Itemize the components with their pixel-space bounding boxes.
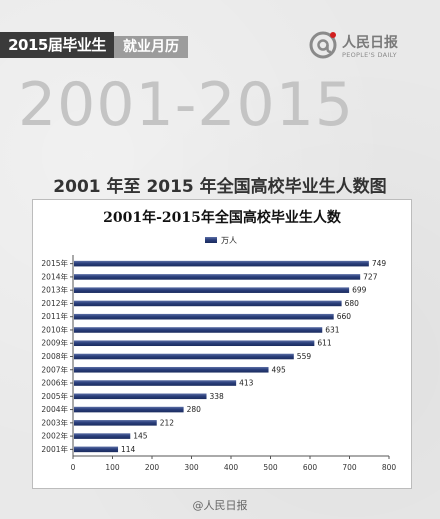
bar [74,313,334,320]
x-tick-label: 800 [382,463,397,472]
data-label: 749 [372,259,387,268]
bar [74,393,207,400]
x-tick-label: 0 [71,463,76,472]
peoples-daily-logo: 人民日报 PEOPLE'S DAILY [308,26,432,66]
bar [74,260,369,267]
y-tick-label: 2001年 [41,444,68,454]
x-tick-label: 400 [224,463,239,472]
column-tag: 就业月历 [114,36,188,58]
x-tick-label: 600 [303,463,318,472]
y-tick-label: 2015年 [41,258,68,268]
legend-label: 万人 [221,236,237,245]
y-tick-label: 2006年 [41,378,68,388]
footer-credit: @人民日报 [192,499,248,512]
x-tick-label: 200 [145,463,160,472]
legend-swatch [205,237,217,243]
data-label: 212 [160,418,175,427]
series-tag: 2015届毕业生 [0,32,114,58]
y-tick-label: 2007年 [41,364,68,374]
bar [74,340,315,347]
y-tick-label: 2003年 [41,417,68,427]
bar [74,353,294,360]
y-tick-label: 2010年 [41,324,68,334]
data-label: 699 [352,286,367,295]
x-tick-label: 700 [342,463,357,472]
logo-subtitle: PEOPLE'S DAILY [342,51,397,59]
bar [74,446,119,453]
bar [74,380,237,386]
bar [74,420,157,426]
y-tick-label: 2005年 [41,391,68,401]
data-label: 495 [272,365,287,374]
chart-title: 2001年-2015年全国高校毕业生人数 [103,209,342,226]
y-tick-label: 2012年 [41,298,68,308]
data-label: 611 [317,339,332,348]
bar [74,406,184,413]
bar [74,274,361,280]
y-tick-label: 2009年 [41,338,68,348]
data-label: 631 [325,325,340,334]
big-years-title: 2001-2015 [18,70,355,140]
y-tick-label: 2013年 [41,285,68,295]
data-label: 559 [297,352,312,361]
data-label: 114 [121,445,136,454]
data-label: 145 [133,432,148,441]
chart-card: 2001年-2015年全国高校毕业生人数 万人 0 100 200 300 400 500… [32,199,412,489]
bar [74,300,342,307]
y-tick-label: 2011年 [41,311,68,321]
bar [74,433,131,439]
y-tick-label: 2008年 [41,351,68,361]
at-sign-icon [309,31,337,59]
y-tick-label: 2002年 [41,431,68,441]
data-label: 338 [210,392,225,401]
y-tick-label: 2014年 [41,271,68,281]
bar [74,287,350,293]
data-label: 680 [345,299,360,308]
data-label: 660 [337,312,352,321]
data-label: 727 [363,272,378,281]
bar-chart: 2001年-2015年全国高校毕业生人数 万人 0 100 200 300 400 500… [41,209,397,472]
page-heading: 2001 年至 2015 年全国高校毕业生人数图 [53,177,387,197]
logo-name: 人民日报 [342,35,398,51]
x-tick-label: 300 [184,463,199,472]
data-label: 280 [187,405,202,414]
bar [74,366,269,373]
x-tick-label: 100 [105,463,120,472]
y-tick-label: 2004年 [41,404,68,414]
bar [74,327,323,333]
x-tick-label: 500 [263,463,278,472]
data-label: 413 [239,379,254,388]
